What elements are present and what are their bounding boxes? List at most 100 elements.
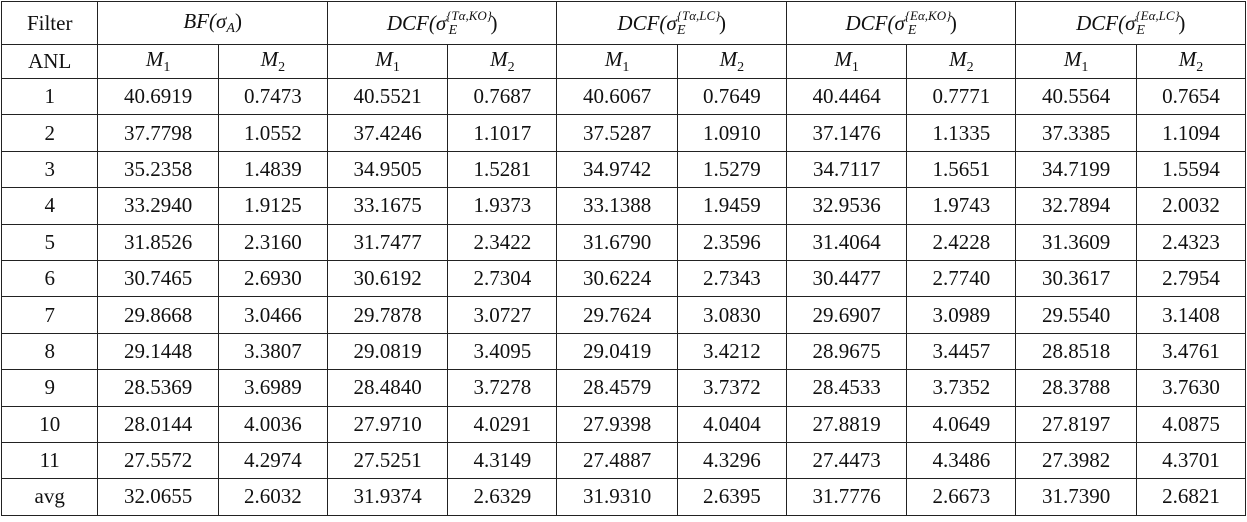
table-cell: 37.3385: [1015, 114, 1137, 152]
group-header-subscript: A: [226, 20, 235, 36]
table-cell: 33.2940: [97, 187, 219, 225]
table-cell: 28.3788: [1015, 369, 1137, 407]
table-cell: 3.4095: [447, 332, 558, 371]
group-header-close: ): [949, 10, 957, 35]
table-cell: 1.0910: [676, 114, 787, 152]
table-cell: 30.6224: [556, 259, 678, 298]
table-cell: 4.3486: [906, 441, 1017, 480]
group-header-3: DCF(σ{Tα,LC}E): [556, 1, 787, 45]
table-cell: 3.7372: [676, 369, 787, 407]
table-cell: 28.4840: [326, 369, 449, 407]
group-header-1: BF(σA): [97, 1, 328, 45]
table-cell: 29.0419: [556, 332, 678, 371]
table-cell: 40.5521: [326, 77, 449, 116]
metric-header-m1: M1: [785, 44, 908, 79]
table-cell: 0.7473: [217, 77, 328, 116]
table-cell: 3.6989: [217, 369, 328, 407]
group-header-base: DCF(σ: [386, 10, 447, 35]
metric-symbol: M: [260, 46, 279, 71]
table-cell: 4.0875: [1135, 405, 1247, 443]
table-row: 4 33.2940 1.9125 33.1675 1.9373 33.1388 1.9459…: [0, 187, 1247, 225]
corner-anl-label: ANL: [0, 44, 99, 79]
table-cell: 37.4246: [326, 114, 449, 152]
table-row: 11 27.5572 4.2974 27.5251 4.3149 27.4887 4.329…: [0, 441, 1247, 480]
table-cell: 0.7687: [447, 77, 558, 116]
table-cell: 4.0404: [676, 405, 787, 443]
table-cell: 32.0655: [97, 478, 219, 516]
table-cell: 4.0036: [217, 405, 328, 443]
table-cell: 2.4323: [1135, 223, 1247, 261]
table-row: 7 29.8668 3.0466 29.7878 3.0727 29.7624 3.0830…: [0, 296, 1247, 334]
table-cell: 0.7654: [1135, 77, 1247, 116]
table-cell: 33.1388: [556, 187, 678, 225]
table-cell: 0.7649: [676, 77, 787, 116]
row-label: avg: [0, 478, 99, 516]
metric-header-m2: M2: [676, 44, 787, 79]
table-cell: 3.7630: [1135, 369, 1247, 407]
table-cell: 4.3296: [676, 441, 787, 480]
table-cell: 35.2358: [97, 150, 219, 189]
row-label: 2: [0, 114, 99, 152]
table-cell: 28.9675: [785, 332, 908, 371]
table-cell: 27.4473: [785, 441, 908, 480]
table-cell: 31.4064: [785, 223, 908, 261]
table-cell: 2.6821: [1135, 478, 1247, 516]
group-header-superscript: {Tα,LC}: [676, 7, 721, 23]
table-cell: 29.7624: [556, 296, 678, 334]
table-cell: 27.3982: [1015, 441, 1137, 480]
table-cell: 27.5572: [97, 441, 219, 480]
table-cell: 1.1335: [906, 114, 1017, 152]
table-cell: 1.5594: [1135, 150, 1247, 189]
table-cell: 4.3701: [1135, 441, 1247, 480]
table-cell: 1.9125: [217, 187, 328, 225]
table-cell: 28.4533: [785, 369, 908, 407]
table-row: 2 37.7798 1.0552 37.4246 1.1017 37.5287 1.0910…: [0, 114, 1247, 152]
table-cell: 34.9505: [326, 150, 449, 189]
table-cell: 29.8668: [97, 296, 219, 334]
row-label: 11: [0, 441, 99, 480]
table-row: avg 32.0655 2.6032 31.9374 2.6329 31.9310 2.63…: [0, 478, 1247, 516]
table-cell: 3.3807: [217, 332, 328, 371]
metric-header-row: ANL M1 M2 M1 M2 M1 M2 M1 M2 M1 M2: [0, 44, 1247, 79]
table-row: 9 28.5369 3.6989 28.4840 3.7278 28.4579 3.7372…: [0, 369, 1247, 407]
table-cell: 2.7740: [906, 259, 1017, 298]
table-cell: 3.0989: [906, 296, 1017, 334]
table-cell: 40.6067: [556, 77, 678, 116]
metric-header-m1: M1: [556, 44, 678, 79]
table-cell: 3.7278: [447, 369, 558, 407]
table-cell: 2.3160: [217, 223, 328, 261]
row-label: 8: [0, 332, 99, 371]
table-cell: 29.7878: [326, 296, 449, 334]
group-header-close: ): [234, 8, 242, 33]
table-cell: 1.5651: [906, 150, 1017, 189]
table-cell: 2.6395: [676, 478, 787, 516]
table-row: 8 29.1448 3.3807 29.0819 3.4095 29.0419 3.4212…: [0, 332, 1247, 371]
group-header-close: ): [1178, 10, 1186, 35]
table-cell: 1.1017: [447, 114, 558, 152]
table-row: 1 40.6919 0.7473 40.5521 0.7687 40.6067 0.7649…: [0, 77, 1247, 116]
metric-subscript: 1: [622, 59, 630, 75]
table-cell: 2.6673: [906, 478, 1017, 516]
table-cell: 1.9459: [676, 187, 787, 225]
table-cell: 31.7477: [326, 223, 449, 261]
table-cell: 31.7390: [1015, 478, 1137, 516]
table-cell: 2.0032: [1135, 187, 1247, 225]
table-cell: 4.0649: [906, 405, 1017, 443]
metric-subscript: 1: [1081, 59, 1089, 75]
table-cell: 40.5564: [1015, 77, 1137, 116]
table-cell: 32.7894: [1015, 187, 1137, 225]
table-cell: 2.6930: [217, 259, 328, 298]
table-row: 5 31.8526 2.3160 31.7477 2.3422 31.6790 2.3596…: [0, 223, 1247, 261]
table-cell: 27.8197: [1015, 405, 1137, 443]
row-label: 7: [0, 296, 99, 334]
metric-header-m2: M2: [1135, 44, 1247, 79]
group-header-base: DCF(σ: [845, 10, 905, 35]
table-cell: 3.1408: [1135, 296, 1247, 334]
table-cell: 2.7954: [1135, 259, 1247, 298]
table-cell: 29.0819: [326, 332, 449, 371]
metric-symbol: M: [719, 46, 738, 71]
table-cell: 1.5281: [447, 150, 558, 189]
group-header-4: DCF(σ{Eα,KO}E): [785, 1, 1017, 45]
table-cell: 1.0552: [217, 114, 328, 152]
table-cell: 29.1448: [97, 332, 219, 371]
